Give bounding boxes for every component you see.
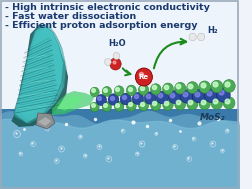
Circle shape — [102, 102, 112, 112]
Bar — [0, 0, 239, 114]
Circle shape — [96, 94, 107, 105]
Circle shape — [135, 68, 152, 86]
Text: H₂: H₂ — [207, 26, 218, 35]
Text: - High intrinsic electronic conductivity: - High intrinsic electronic conductivity — [5, 3, 210, 12]
Circle shape — [175, 99, 185, 110]
Circle shape — [187, 98, 198, 110]
Circle shape — [110, 58, 121, 70]
Text: - Efficient proton adsorption energy: - Efficient proton adsorption energy — [5, 21, 197, 30]
Polygon shape — [15, 24, 64, 116]
Circle shape — [163, 83, 173, 94]
Circle shape — [187, 82, 198, 94]
Circle shape — [90, 102, 99, 112]
Polygon shape — [38, 117, 51, 126]
Circle shape — [199, 98, 210, 110]
Circle shape — [223, 80, 235, 92]
FancyArrowPatch shape — [123, 68, 131, 75]
Text: Re: Re — [139, 74, 149, 80]
Circle shape — [132, 92, 144, 105]
Circle shape — [223, 97, 235, 109]
Circle shape — [150, 84, 161, 95]
Circle shape — [114, 101, 124, 111]
Circle shape — [138, 84, 149, 95]
Circle shape — [114, 86, 124, 96]
Circle shape — [102, 87, 112, 96]
Circle shape — [175, 82, 186, 94]
Polygon shape — [13, 26, 62, 120]
Polygon shape — [52, 91, 95, 115]
Circle shape — [90, 87, 99, 97]
Circle shape — [127, 101, 136, 111]
Bar — [0, 109, 239, 189]
Polygon shape — [14, 29, 64, 124]
Circle shape — [156, 91, 168, 104]
Circle shape — [189, 33, 196, 41]
Circle shape — [144, 92, 156, 104]
Circle shape — [105, 59, 111, 66]
Text: H₂O: H₂O — [109, 39, 126, 48]
Polygon shape — [57, 95, 83, 111]
Circle shape — [139, 100, 149, 111]
Circle shape — [168, 91, 181, 104]
Text: MoS₂: MoS₂ — [200, 113, 225, 122]
Circle shape — [211, 80, 223, 93]
Circle shape — [163, 99, 173, 110]
Circle shape — [211, 97, 223, 109]
Circle shape — [198, 33, 205, 41]
Circle shape — [205, 88, 218, 102]
Circle shape — [126, 85, 136, 96]
Text: - Fast water dissociation: - Fast water dissociation — [5, 12, 136, 21]
FancyArrowPatch shape — [154, 39, 186, 68]
Polygon shape — [36, 113, 55, 129]
Circle shape — [151, 100, 161, 111]
Circle shape — [199, 81, 210, 93]
Circle shape — [193, 89, 205, 103]
Polygon shape — [17, 27, 66, 121]
Polygon shape — [14, 25, 64, 123]
Circle shape — [180, 90, 193, 103]
Polygon shape — [11, 24, 68, 127]
Circle shape — [120, 93, 131, 105]
Circle shape — [108, 94, 119, 105]
Circle shape — [113, 53, 120, 60]
Circle shape — [216, 88, 230, 102]
